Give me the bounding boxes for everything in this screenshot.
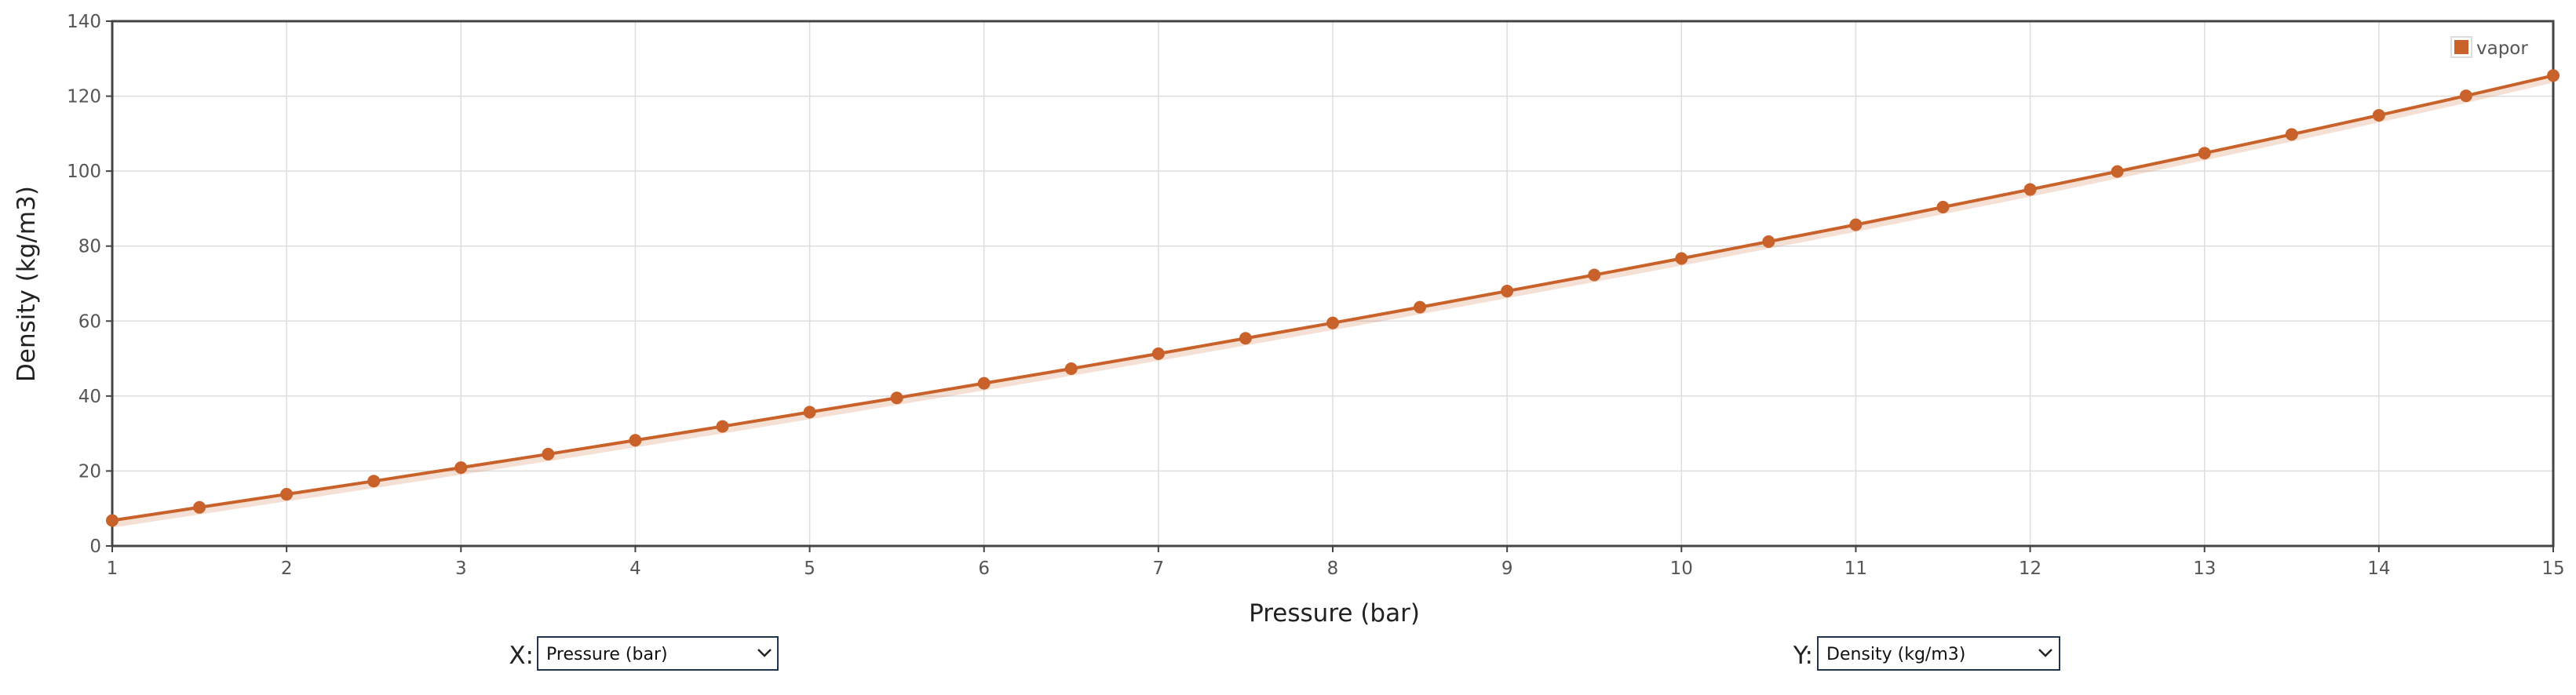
y-select[interactable]: Density (kg/m3) [1817,636,2060,671]
x-tick-label: 7 [1153,559,1165,579]
point [629,434,642,447]
y-tick-label: 100 [67,162,101,182]
y-tick-label: 80 [78,237,101,257]
point [2023,183,2037,196]
point [2547,69,2560,82]
legend-swatch-border [2450,36,2472,58]
point [280,488,294,501]
legend-label: vapor [2476,38,2528,59]
plot-frame [111,20,2555,548]
y-tick-label: 60 [78,311,101,332]
y-axis-label: Density (kg/m3) [13,186,41,382]
point [193,500,206,514]
x-select-value[interactable]: Pressure (bar) [546,645,668,664]
x-select[interactable]: Pressure (bar) [537,636,779,671]
point [977,377,991,390]
point [1501,285,1514,298]
x-tick-label: 15 [2541,559,2564,579]
point [1414,300,1427,314]
point [1849,218,1863,231]
point [2459,89,2472,103]
point [1675,252,1688,265]
x-tick-label: 3 [455,559,467,579]
point [2198,147,2211,160]
x-tick-label: 5 [804,559,815,579]
y-select-value[interactable]: Density (kg/m3) [1826,645,1965,664]
y-tick-label: 0 [89,537,101,557]
y-tick-label: 140 [67,12,101,32]
point [1239,332,1252,345]
x-tick-label: 4 [629,559,641,579]
point [2372,108,2385,122]
x-tick-label: 2 [281,559,293,579]
point [542,447,555,460]
legend-swatch [2454,40,2468,54]
point [1588,268,1601,282]
x-tick-label: 6 [978,559,990,579]
chevron[interactable] [2038,649,2052,657]
x-tick-label: 13 [2193,559,2216,579]
chevron[interactable] [757,649,772,657]
point [803,406,816,419]
point [106,514,119,527]
x-tick-label: 1 [107,559,119,579]
point [2111,165,2124,178]
x-tick-label: 8 [1327,559,1339,579]
x-tick-label: 11 [1844,559,1867,579]
y-tick-label: 20 [78,461,101,482]
x-axis-label: Pressure (bar) [1249,599,1420,628]
point [2285,128,2298,141]
x-tick-label: 10 [1670,559,1693,579]
x-tick-label: 9 [1501,559,1513,579]
point [716,420,729,433]
x-select-label: X: [509,642,534,670]
y-tick-label: 40 [78,387,101,407]
point [454,461,468,475]
point [1326,316,1339,329]
point [1151,347,1165,360]
y-select-label: Y: [1793,642,1813,670]
select-box[interactable] [1817,636,2060,671]
x-tick-label: 12 [2019,559,2041,579]
point [1064,362,1078,375]
point [1762,235,1775,248]
point [1936,201,1950,214]
y-tick-label: 120 [67,87,101,107]
point [890,391,903,405]
x-tick-label: 14 [2367,559,2390,579]
select-box[interactable] [537,636,779,671]
point [367,475,381,488]
